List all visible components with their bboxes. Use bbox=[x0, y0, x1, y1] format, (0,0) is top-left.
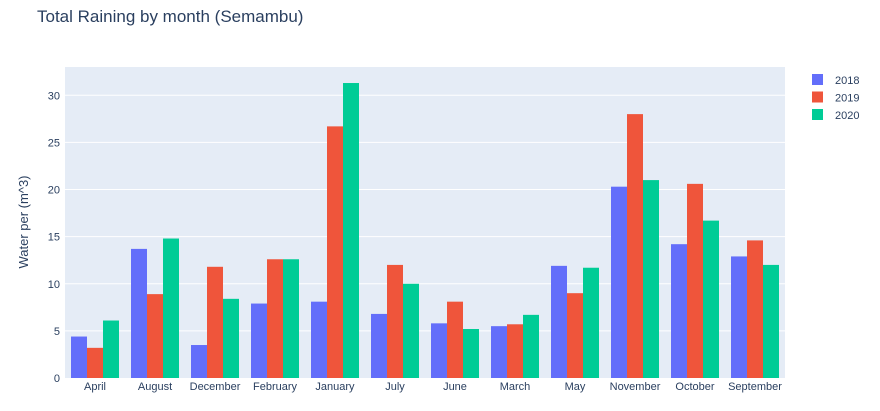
bar-2019-december[interactable] bbox=[207, 266, 223, 378]
y-tick-label: 5 bbox=[54, 326, 60, 338]
bar-2019-june[interactable] bbox=[447, 301, 463, 378]
bar-2018-june[interactable] bbox=[431, 323, 447, 378]
bar-2019-march[interactable] bbox=[507, 324, 523, 378]
x-tick-label: March bbox=[500, 381, 531, 393]
legend-swatch bbox=[812, 74, 823, 85]
bar-2020-november[interactable] bbox=[643, 180, 659, 378]
bar-2020-july[interactable] bbox=[403, 283, 419, 378]
bar-2019-april[interactable] bbox=[87, 347, 103, 378]
bar-2020-may[interactable] bbox=[583, 267, 599, 378]
bar-2019-may[interactable] bbox=[567, 293, 583, 378]
bar-2018-february[interactable] bbox=[251, 303, 267, 378]
bar-2019-february[interactable] bbox=[267, 259, 283, 378]
legend-label: 2018 bbox=[835, 75, 859, 87]
bar-2020-january[interactable] bbox=[343, 83, 359, 378]
bar-2020-august[interactable] bbox=[163, 238, 179, 378]
gridlines bbox=[65, 94, 785, 332]
y-tick-label: 20 bbox=[48, 185, 60, 197]
legend-label: 2019 bbox=[835, 93, 859, 105]
legend-swatch bbox=[812, 109, 823, 120]
bar-2020-february[interactable] bbox=[283, 259, 299, 378]
bar-2018-march[interactable] bbox=[491, 326, 507, 378]
bar-2019-august[interactable] bbox=[147, 294, 163, 378]
legend-item-2020[interactable]: 2020 bbox=[812, 109, 859, 122]
x-tick-label: October bbox=[675, 381, 714, 393]
y-axis-title: Water per (m^3) bbox=[16, 175, 31, 268]
bar-2018-august[interactable] bbox=[131, 248, 147, 378]
bar-2020-september[interactable] bbox=[763, 264, 779, 378]
bar-2018-december[interactable] bbox=[191, 345, 207, 378]
bar-2018-september[interactable] bbox=[731, 256, 747, 378]
x-tick-label: December bbox=[190, 381, 241, 393]
y-axis-ticks: 0 5 10 15 20 25 30 bbox=[48, 90, 60, 385]
y-tick-label: 15 bbox=[48, 232, 60, 244]
bar-2019-october[interactable] bbox=[687, 183, 703, 378]
y-tick-label: 0 bbox=[54, 373, 60, 385]
y-tick-label: 10 bbox=[48, 279, 60, 291]
bar-2019-november[interactable] bbox=[627, 114, 643, 378]
x-tick-label: June bbox=[443, 381, 467, 393]
bar-2019-july[interactable] bbox=[387, 264, 403, 378]
bar-2020-june[interactable] bbox=[463, 328, 479, 378]
legend-label: 2020 bbox=[835, 110, 859, 122]
bars bbox=[71, 83, 779, 378]
x-tick-label: January bbox=[315, 381, 355, 393]
x-axis-ticks: April August December February January July Ju… bbox=[84, 381, 782, 393]
legend-swatch bbox=[812, 91, 823, 103]
x-tick-label: February bbox=[253, 381, 298, 393]
bar-2019-september[interactable] bbox=[747, 240, 763, 378]
x-tick-label: April bbox=[84, 381, 106, 393]
x-tick-label: July bbox=[385, 381, 405, 393]
x-tick-label: May bbox=[565, 381, 586, 393]
x-tick-label: November bbox=[610, 381, 661, 393]
bar-2018-may[interactable] bbox=[551, 265, 567, 378]
bar-2020-march[interactable] bbox=[523, 314, 539, 378]
x-tick-label: August bbox=[138, 381, 172, 393]
legend-item-2019[interactable]: 2019 bbox=[812, 91, 859, 105]
x-tick-label: September bbox=[728, 381, 782, 393]
legend-item-2018[interactable]: 2018 bbox=[812, 74, 859, 87]
bar-2020-april[interactable] bbox=[103, 320, 119, 378]
bar-2020-october[interactable] bbox=[703, 220, 719, 378]
legend[interactable]: 2018 2019 2020 bbox=[812, 74, 859, 122]
bar-2018-november[interactable] bbox=[611, 186, 627, 378]
bar-2018-july[interactable] bbox=[371, 313, 387, 378]
plot-area bbox=[65, 67, 785, 378]
bar-2018-january[interactable] bbox=[311, 301, 327, 378]
y-tick-label: 30 bbox=[48, 90, 60, 102]
chart-title: Total Raining by month (Semambu) bbox=[37, 7, 303, 26]
bar-2019-january[interactable] bbox=[327, 126, 343, 378]
y-tick-label: 25 bbox=[48, 137, 60, 149]
bar-2018-october[interactable] bbox=[671, 244, 687, 378]
bar-2018-april[interactable] bbox=[71, 336, 87, 378]
bar-2020-december[interactable] bbox=[223, 298, 239, 378]
